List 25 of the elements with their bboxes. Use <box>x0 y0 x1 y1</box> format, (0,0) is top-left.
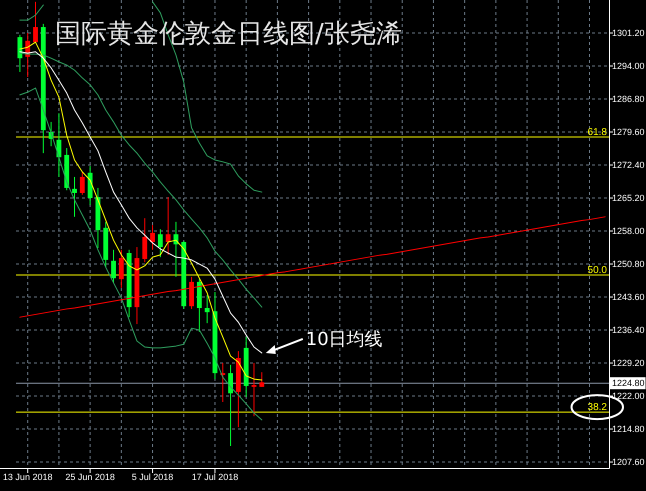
legend-label: 10日均线 <box>306 328 383 350</box>
y-tick-label: 1258.00 <box>612 226 645 236</box>
y-tick-label: 1272.40 <box>612 160 645 170</box>
y-tick-label: 1236.40 <box>612 325 645 336</box>
y-tick-label: 1243.60 <box>612 292 645 302</box>
x-tick-label: 13 Jun 2018 <box>2 472 52 482</box>
y-tick-label: 1265.20 <box>612 193 645 204</box>
ref-line-label: 1224.80 <box>612 378 645 388</box>
y-tick-label: 1250.80 <box>612 259 645 270</box>
y-tick-label: 1229.20 <box>612 358 645 368</box>
y-tick-label: 1207.60 <box>612 457 645 468</box>
annotation: 61.8 <box>588 127 608 138</box>
annotation: 50.0 <box>588 265 608 276</box>
x-tick-label: 17 Jul 2018 <box>192 472 238 482</box>
x-tick-label: 5 Jul 2018 <box>132 472 174 482</box>
y-tick-label: 1214.80 <box>612 424 645 434</box>
line-series <box>19 88 262 420</box>
y-tick-label: 1279.60 <box>612 127 645 138</box>
line-series <box>19 216 606 318</box>
annotation: 38.2 <box>588 402 608 414</box>
y-tick-label: 1286.80 <box>612 94 645 104</box>
y-tick-label: 1301.20 <box>612 28 645 38</box>
x-tick-label: 25 Jun 2018 <box>65 472 115 482</box>
y-tick-label: 1294.00 <box>612 61 645 72</box>
y-tick-label: 1222.00 <box>612 391 645 402</box>
